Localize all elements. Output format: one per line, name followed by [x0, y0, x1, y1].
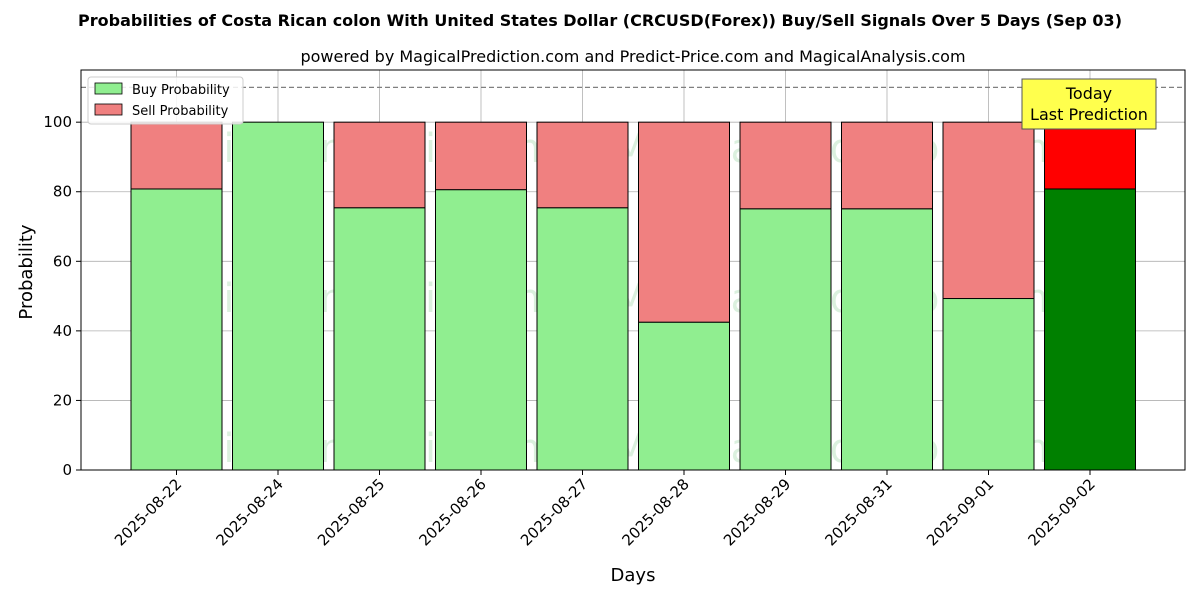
annotation-line-2: Last Prediction: [1030, 105, 1148, 124]
x-tick-label: 2025-08-31: [821, 475, 895, 549]
y-tick-label: 20: [53, 391, 72, 409]
bar-buy-2025-08-28: [638, 321, 730, 471]
x-tick-label: 2025-08-26: [415, 475, 489, 549]
legend-swatch-sell: [94, 103, 123, 116]
bar-buy-2025-08-22: [130, 188, 223, 471]
bar-buy-2025-08-31: [841, 208, 933, 471]
chart-title: Probabilities of Costa Rican colon With …: [78, 11, 1122, 30]
x-tick-label: 2025-08-27: [517, 475, 591, 549]
y-tick-label: 100: [43, 113, 72, 131]
bar-sell-2025-08-26: [435, 121, 527, 191]
bar-sell-2025-08-29: [739, 121, 832, 210]
y-tick-label: 80: [53, 183, 72, 201]
x-tick-label: 2025-08-25: [314, 475, 388, 549]
bar-buy-2025-09-01: [942, 298, 1035, 471]
y-tick-label: 40: [53, 322, 72, 340]
legend-swatch-buy: [94, 82, 123, 95]
today-annotation: Today Last Prediction: [1021, 78, 1157, 130]
annotation-box: [1021, 78, 1157, 130]
bar-sell-2025-08-22: [130, 121, 223, 190]
y-tick-label: 60: [53, 252, 72, 270]
plot-area-frame: [80, 69, 1186, 471]
bar-sell-2025-09-01: [942, 121, 1035, 300]
x-tick-label: 2025-09-01: [923, 475, 997, 549]
y-tick-label: 0: [62, 461, 72, 479]
bar-buy-2025-09-02: [1044, 188, 1136, 471]
legend-label-sell: Sell Probability: [132, 104, 229, 119]
y-axis-label: Probability: [16, 224, 37, 319]
bar-sell-2025-08-31: [841, 121, 933, 210]
legend-label-buy: Buy Probability: [132, 83, 230, 98]
x-tick-label: 2025-08-24: [212, 475, 286, 549]
bar-buy-2025-08-25: [333, 207, 426, 471]
x-tick-label: 2025-08-22: [111, 475, 185, 549]
bar-sell-2025-08-25: [333, 121, 426, 209]
bar-buy-2025-08-24: [232, 121, 324, 471]
legend: Buy Probability Sell Probability: [87, 76, 244, 125]
chart-subtitle: powered by MagicalPrediction.com and Pre…: [300, 47, 965, 66]
annotation-line-1: Today: [1065, 84, 1112, 103]
legend-frame: [87, 76, 244, 125]
bar-group: [130, 121, 1136, 471]
bar-buy-2025-08-29: [739, 208, 832, 471]
bar-sell-2025-09-02: [1044, 121, 1136, 190]
bar-buy-2025-08-27: [536, 207, 629, 471]
bar-sell-2025-08-27: [536, 121, 629, 209]
bar-buy-2025-08-26: [435, 189, 527, 471]
bar-sell-2025-08-28: [638, 121, 730, 323]
x-tick-label: 2025-08-29: [720, 475, 794, 549]
x-tick-label: 2025-09-02: [1024, 475, 1098, 549]
x-tick-label: 2025-08-28: [618, 475, 692, 549]
x-axis-label: Days: [611, 565, 656, 586]
